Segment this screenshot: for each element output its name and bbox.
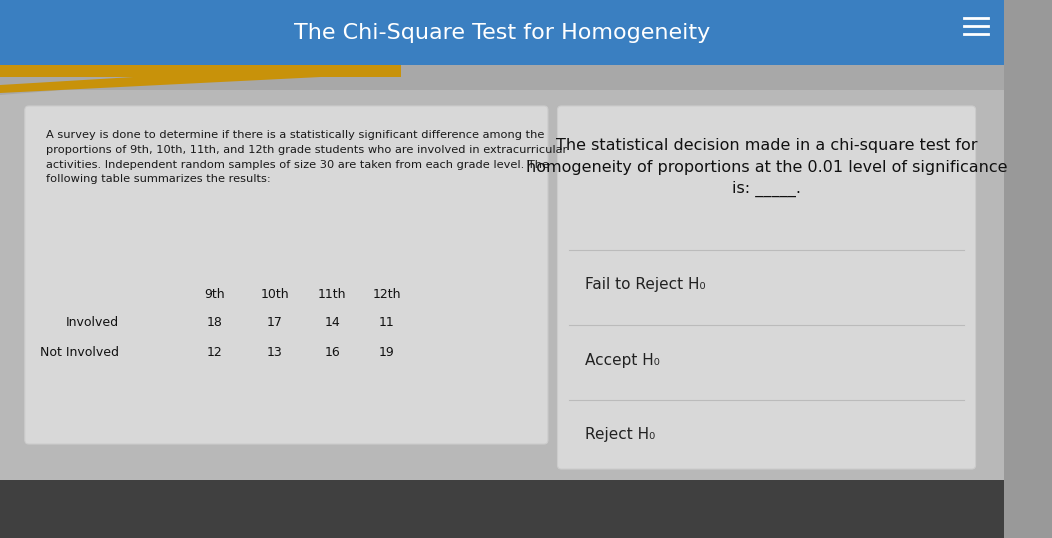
Polygon shape — [0, 65, 401, 93]
FancyBboxPatch shape — [25, 106, 548, 444]
Text: A survey is done to determine if there is a statistically significant difference: A survey is done to determine if there i… — [46, 130, 567, 185]
Text: 17: 17 — [267, 316, 283, 329]
Text: The Chi-Square Test for Homogeneity: The Chi-Square Test for Homogeneity — [294, 23, 710, 43]
Text: 14: 14 — [324, 316, 340, 329]
Text: 9th: 9th — [204, 288, 225, 301]
Text: The statistical decision made in a chi-square test for
homogeneity of proportion: The statistical decision made in a chi-s… — [526, 138, 1007, 197]
Text: 13: 13 — [267, 346, 283, 359]
Polygon shape — [0, 65, 382, 95]
Text: 11: 11 — [379, 316, 394, 329]
Text: Reject H₀: Reject H₀ — [585, 428, 655, 442]
Text: 10th: 10th — [261, 288, 289, 301]
Text: Not Involved: Not Involved — [40, 346, 119, 359]
FancyBboxPatch shape — [0, 480, 1005, 538]
FancyBboxPatch shape — [558, 106, 975, 469]
Text: Involved: Involved — [66, 316, 119, 329]
FancyBboxPatch shape — [0, 0, 1005, 538]
Text: 12th: 12th — [372, 288, 401, 301]
Text: Fail to Reject H₀: Fail to Reject H₀ — [585, 278, 706, 293]
FancyBboxPatch shape — [0, 0, 1005, 65]
Polygon shape — [0, 0, 1005, 85]
Text: 16: 16 — [324, 346, 340, 359]
Text: 11th: 11th — [318, 288, 346, 301]
Text: Accept H₀: Accept H₀ — [585, 352, 660, 367]
Text: 19: 19 — [379, 346, 394, 359]
Text: 12: 12 — [207, 346, 223, 359]
Polygon shape — [0, 65, 401, 77]
Text: 18: 18 — [207, 316, 223, 329]
FancyBboxPatch shape — [0, 90, 1005, 480]
